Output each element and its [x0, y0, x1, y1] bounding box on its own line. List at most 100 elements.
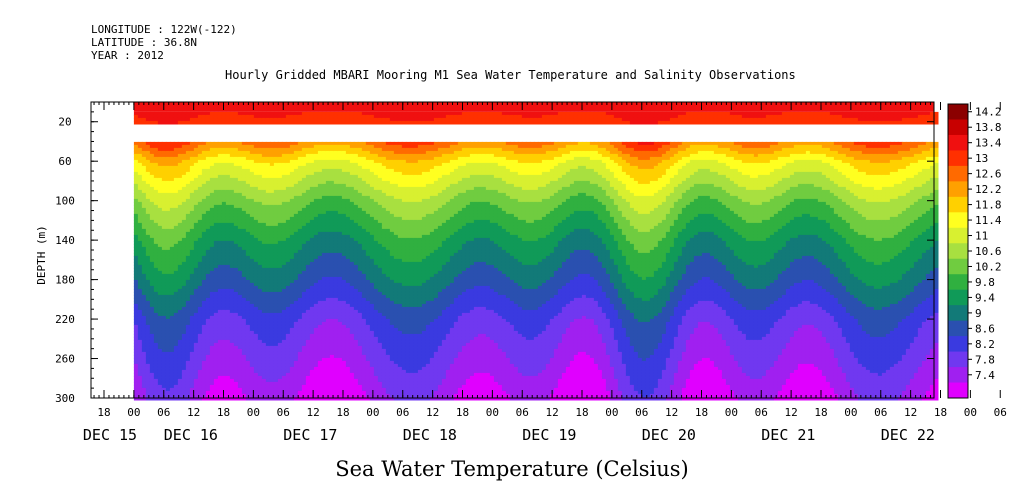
heat-cell — [229, 144, 235, 149]
heat-cell — [133, 315, 139, 320]
heat-cell — [333, 270, 339, 275]
heat-cell — [321, 282, 327, 287]
heat-cell — [285, 318, 291, 323]
heat-cell — [169, 204, 175, 209]
heat-cell — [337, 381, 343, 386]
heat-cell — [177, 315, 183, 320]
heat-cell — [149, 345, 155, 350]
heat-cell — [253, 381, 259, 386]
heat-cell — [229, 303, 235, 308]
heat-cell — [185, 372, 191, 377]
heat-cell — [269, 111, 275, 116]
heat-cell — [209, 207, 215, 212]
heat-cell — [285, 165, 291, 170]
heat-cell — [277, 372, 283, 377]
heat-cell — [249, 354, 255, 359]
heat-cell — [321, 270, 327, 275]
heat-cell — [333, 327, 339, 332]
heat-cell — [165, 378, 171, 383]
heat-cell — [289, 276, 295, 281]
heat-cell — [297, 117, 303, 122]
heat-cell — [153, 180, 159, 185]
heat-cell — [201, 237, 207, 242]
heat-cell — [293, 369, 299, 374]
heat-cell — [217, 237, 223, 242]
heat-cell — [281, 162, 287, 167]
heat-cell — [249, 261, 255, 266]
heat-cell — [245, 357, 251, 362]
heat-cell — [209, 390, 215, 395]
heat-cell — [221, 360, 227, 365]
heat-cell — [281, 252, 287, 257]
heat-cell — [149, 183, 155, 188]
heat-cell — [325, 273, 331, 278]
heat-cell — [173, 372, 179, 377]
heat-cell — [189, 312, 195, 317]
heat-cell — [337, 153, 343, 158]
heat-cell — [285, 354, 291, 359]
heat-cell — [333, 264, 339, 269]
heat-cell — [265, 339, 271, 344]
heat-cell — [233, 396, 239, 401]
heat-cell — [137, 366, 143, 371]
heat-cell — [257, 258, 263, 263]
heat-cell — [289, 285, 295, 290]
heat-cell — [185, 273, 191, 278]
heat-cell — [161, 222, 167, 227]
heat-cell — [237, 378, 243, 383]
heat-cell — [185, 285, 191, 290]
heat-cell — [141, 309, 147, 314]
heat-cell — [201, 315, 207, 320]
heat-cell — [201, 393, 207, 398]
heat-cell — [297, 276, 303, 281]
heat-cell — [325, 159, 331, 164]
heat-cell — [321, 396, 327, 401]
heat-cell — [229, 177, 235, 182]
heat-cell — [309, 354, 315, 359]
heat-cell — [217, 387, 223, 392]
heat-cell — [209, 270, 215, 275]
heat-cell — [261, 351, 267, 356]
heat-cell — [257, 225, 263, 230]
heat-cell — [329, 366, 335, 371]
heat-cell — [241, 234, 247, 239]
heat-cell — [201, 234, 207, 239]
heat-cell — [189, 279, 195, 284]
heat-cell — [305, 309, 311, 314]
heat-cell — [153, 345, 159, 350]
heat-cell — [321, 372, 327, 377]
heat-cell — [157, 339, 163, 344]
heat-cell — [161, 387, 167, 392]
heat-cell — [181, 258, 187, 263]
heat-cell — [305, 351, 311, 356]
heat-cell — [229, 120, 235, 125]
heat-cell — [209, 342, 215, 347]
heat-cell — [237, 354, 243, 359]
heat-cell — [245, 255, 251, 260]
heat-cell — [177, 183, 183, 188]
heat-cell — [145, 231, 151, 236]
heat-cell — [189, 387, 195, 392]
heat-cell — [309, 246, 315, 251]
heat-cell — [317, 309, 323, 314]
heat-cell — [305, 213, 311, 218]
heat-cell — [133, 159, 139, 164]
heat-cell — [149, 120, 155, 125]
heat-cell — [137, 378, 143, 383]
heat-cell — [325, 144, 331, 149]
heat-cell — [273, 357, 279, 362]
heat-cell — [145, 222, 151, 227]
heat-cell — [241, 294, 247, 299]
heat-cell — [229, 210, 235, 215]
heat-cell — [329, 246, 335, 251]
heat-cell — [281, 228, 287, 233]
heat-cell — [145, 192, 151, 197]
heat-cell — [213, 381, 219, 386]
heat-cell — [253, 375, 259, 380]
heat-cell — [233, 393, 239, 398]
heat-cell — [233, 243, 239, 248]
heat-cell — [173, 219, 179, 224]
heat-cell — [157, 351, 163, 356]
heat-cell — [177, 120, 183, 125]
heat-cell — [341, 393, 347, 398]
